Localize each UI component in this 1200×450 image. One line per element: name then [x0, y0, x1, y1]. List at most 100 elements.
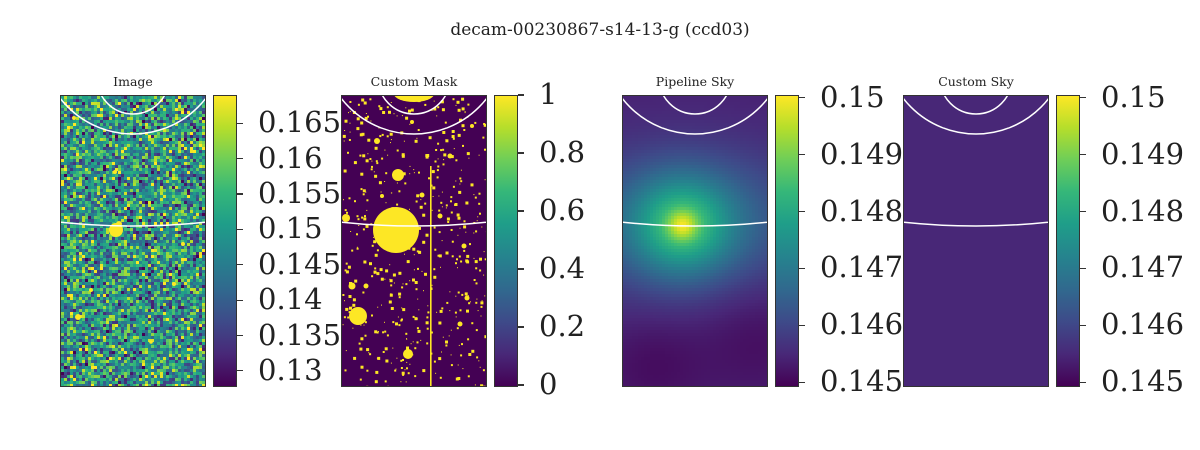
image-pixel — [184, 369, 187, 372]
image-pixel — [175, 303, 178, 306]
image-pixel — [178, 180, 181, 183]
image-pixel — [169, 321, 172, 324]
image-pixel — [172, 132, 175, 135]
image-pixel — [148, 111, 151, 114]
image-pixel — [199, 357, 202, 360]
image-pixel — [127, 384, 130, 386]
mask-pixel — [433, 100, 435, 102]
image-pixel — [184, 363, 187, 366]
image-pixel — [151, 153, 154, 156]
image-pixel — [175, 126, 178, 129]
image-pixel — [94, 279, 97, 282]
image-pixel — [133, 288, 136, 291]
image-pixel — [175, 240, 178, 243]
image-pixel — [124, 189, 127, 192]
image-pixel — [100, 132, 103, 135]
image-pixel — [127, 228, 130, 231]
image-pixel — [76, 189, 79, 192]
mask-pixel — [463, 220, 466, 223]
image-pixel — [199, 276, 202, 279]
image-pixel — [196, 147, 199, 150]
image-pixel — [61, 321, 64, 324]
image-pixel — [70, 348, 73, 351]
image-pixel — [91, 96, 94, 99]
image-pixel — [70, 255, 73, 258]
image-pixel — [85, 267, 88, 270]
image-pixel — [190, 333, 193, 336]
image-pixel — [169, 252, 172, 255]
image-pixel — [88, 192, 91, 195]
image-pixel — [166, 321, 169, 324]
image-pixel — [130, 276, 133, 279]
mask-pixel — [404, 253, 405, 255]
image-pixel — [124, 210, 127, 213]
image-pixel — [169, 345, 172, 348]
image-pixel — [103, 150, 106, 153]
image-pixel — [115, 147, 118, 150]
image-pixel — [148, 207, 151, 210]
image-pixel — [127, 255, 130, 258]
image-pixel — [139, 216, 142, 219]
image-pixel — [169, 339, 172, 342]
image-pixel — [178, 279, 181, 282]
image-pixel — [187, 210, 190, 213]
image-pixel — [94, 147, 97, 150]
image-pixel — [118, 156, 121, 159]
image-pixel — [199, 138, 202, 141]
image-pixel — [139, 198, 142, 201]
image-pixel — [130, 381, 133, 384]
image-pixel — [76, 246, 79, 249]
image-pixel — [154, 228, 157, 231]
image-pixel — [196, 117, 199, 120]
image-pixel — [190, 105, 193, 108]
image-pixel — [91, 306, 94, 309]
image-pixel — [88, 324, 91, 327]
image-pixel — [202, 267, 205, 270]
image-pixel — [202, 120, 205, 123]
image-pixel — [112, 219, 115, 222]
image-pixel — [151, 375, 154, 378]
image-pixel — [130, 102, 133, 105]
image-pixel — [73, 204, 76, 207]
image-pixel — [202, 225, 205, 228]
image-pixel — [91, 117, 94, 120]
image-pixel — [67, 123, 70, 126]
image-pixel — [202, 96, 205, 99]
image-pixel — [82, 228, 85, 231]
image-pixel — [115, 123, 118, 126]
image-pixel — [139, 261, 142, 264]
image-pixel — [163, 153, 166, 156]
image-pixel — [163, 324, 166, 327]
image-pixel — [64, 192, 67, 195]
image-pixel — [109, 258, 112, 261]
image-pixel — [85, 222, 88, 225]
image-pixel — [154, 321, 157, 324]
image-pixel — [178, 324, 181, 327]
image-pixel — [130, 105, 133, 108]
image-pixel — [136, 327, 139, 330]
image-pixel — [160, 360, 163, 363]
image-pixel — [73, 189, 76, 192]
image-pixel — [172, 168, 175, 171]
image-pixel — [124, 117, 127, 120]
mask-pixel — [438, 254, 442, 258]
image-pixel — [166, 264, 169, 267]
image-pixel — [70, 141, 73, 144]
image-pixel — [112, 105, 115, 108]
image-pixel — [115, 102, 118, 105]
image-pixel — [133, 204, 136, 207]
image-pixel — [121, 306, 124, 309]
image-pixel — [121, 159, 124, 162]
image-pixel — [166, 222, 169, 225]
image-pixel — [103, 117, 106, 120]
image-pixel — [112, 141, 115, 144]
image-pixel — [109, 153, 112, 156]
image-pixel — [106, 264, 109, 267]
image-pixel — [139, 102, 142, 105]
image-pixel — [70, 183, 73, 186]
image-pixel — [118, 339, 121, 342]
image-pixel — [70, 174, 73, 177]
image-pixel — [172, 360, 175, 363]
image-pixel — [97, 309, 100, 312]
image-pixel — [82, 369, 85, 372]
